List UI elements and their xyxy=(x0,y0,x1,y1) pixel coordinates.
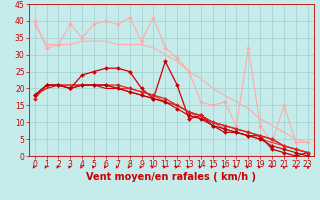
X-axis label: Vent moyen/en rafales ( km/h ): Vent moyen/en rafales ( km/h ) xyxy=(86,172,256,182)
